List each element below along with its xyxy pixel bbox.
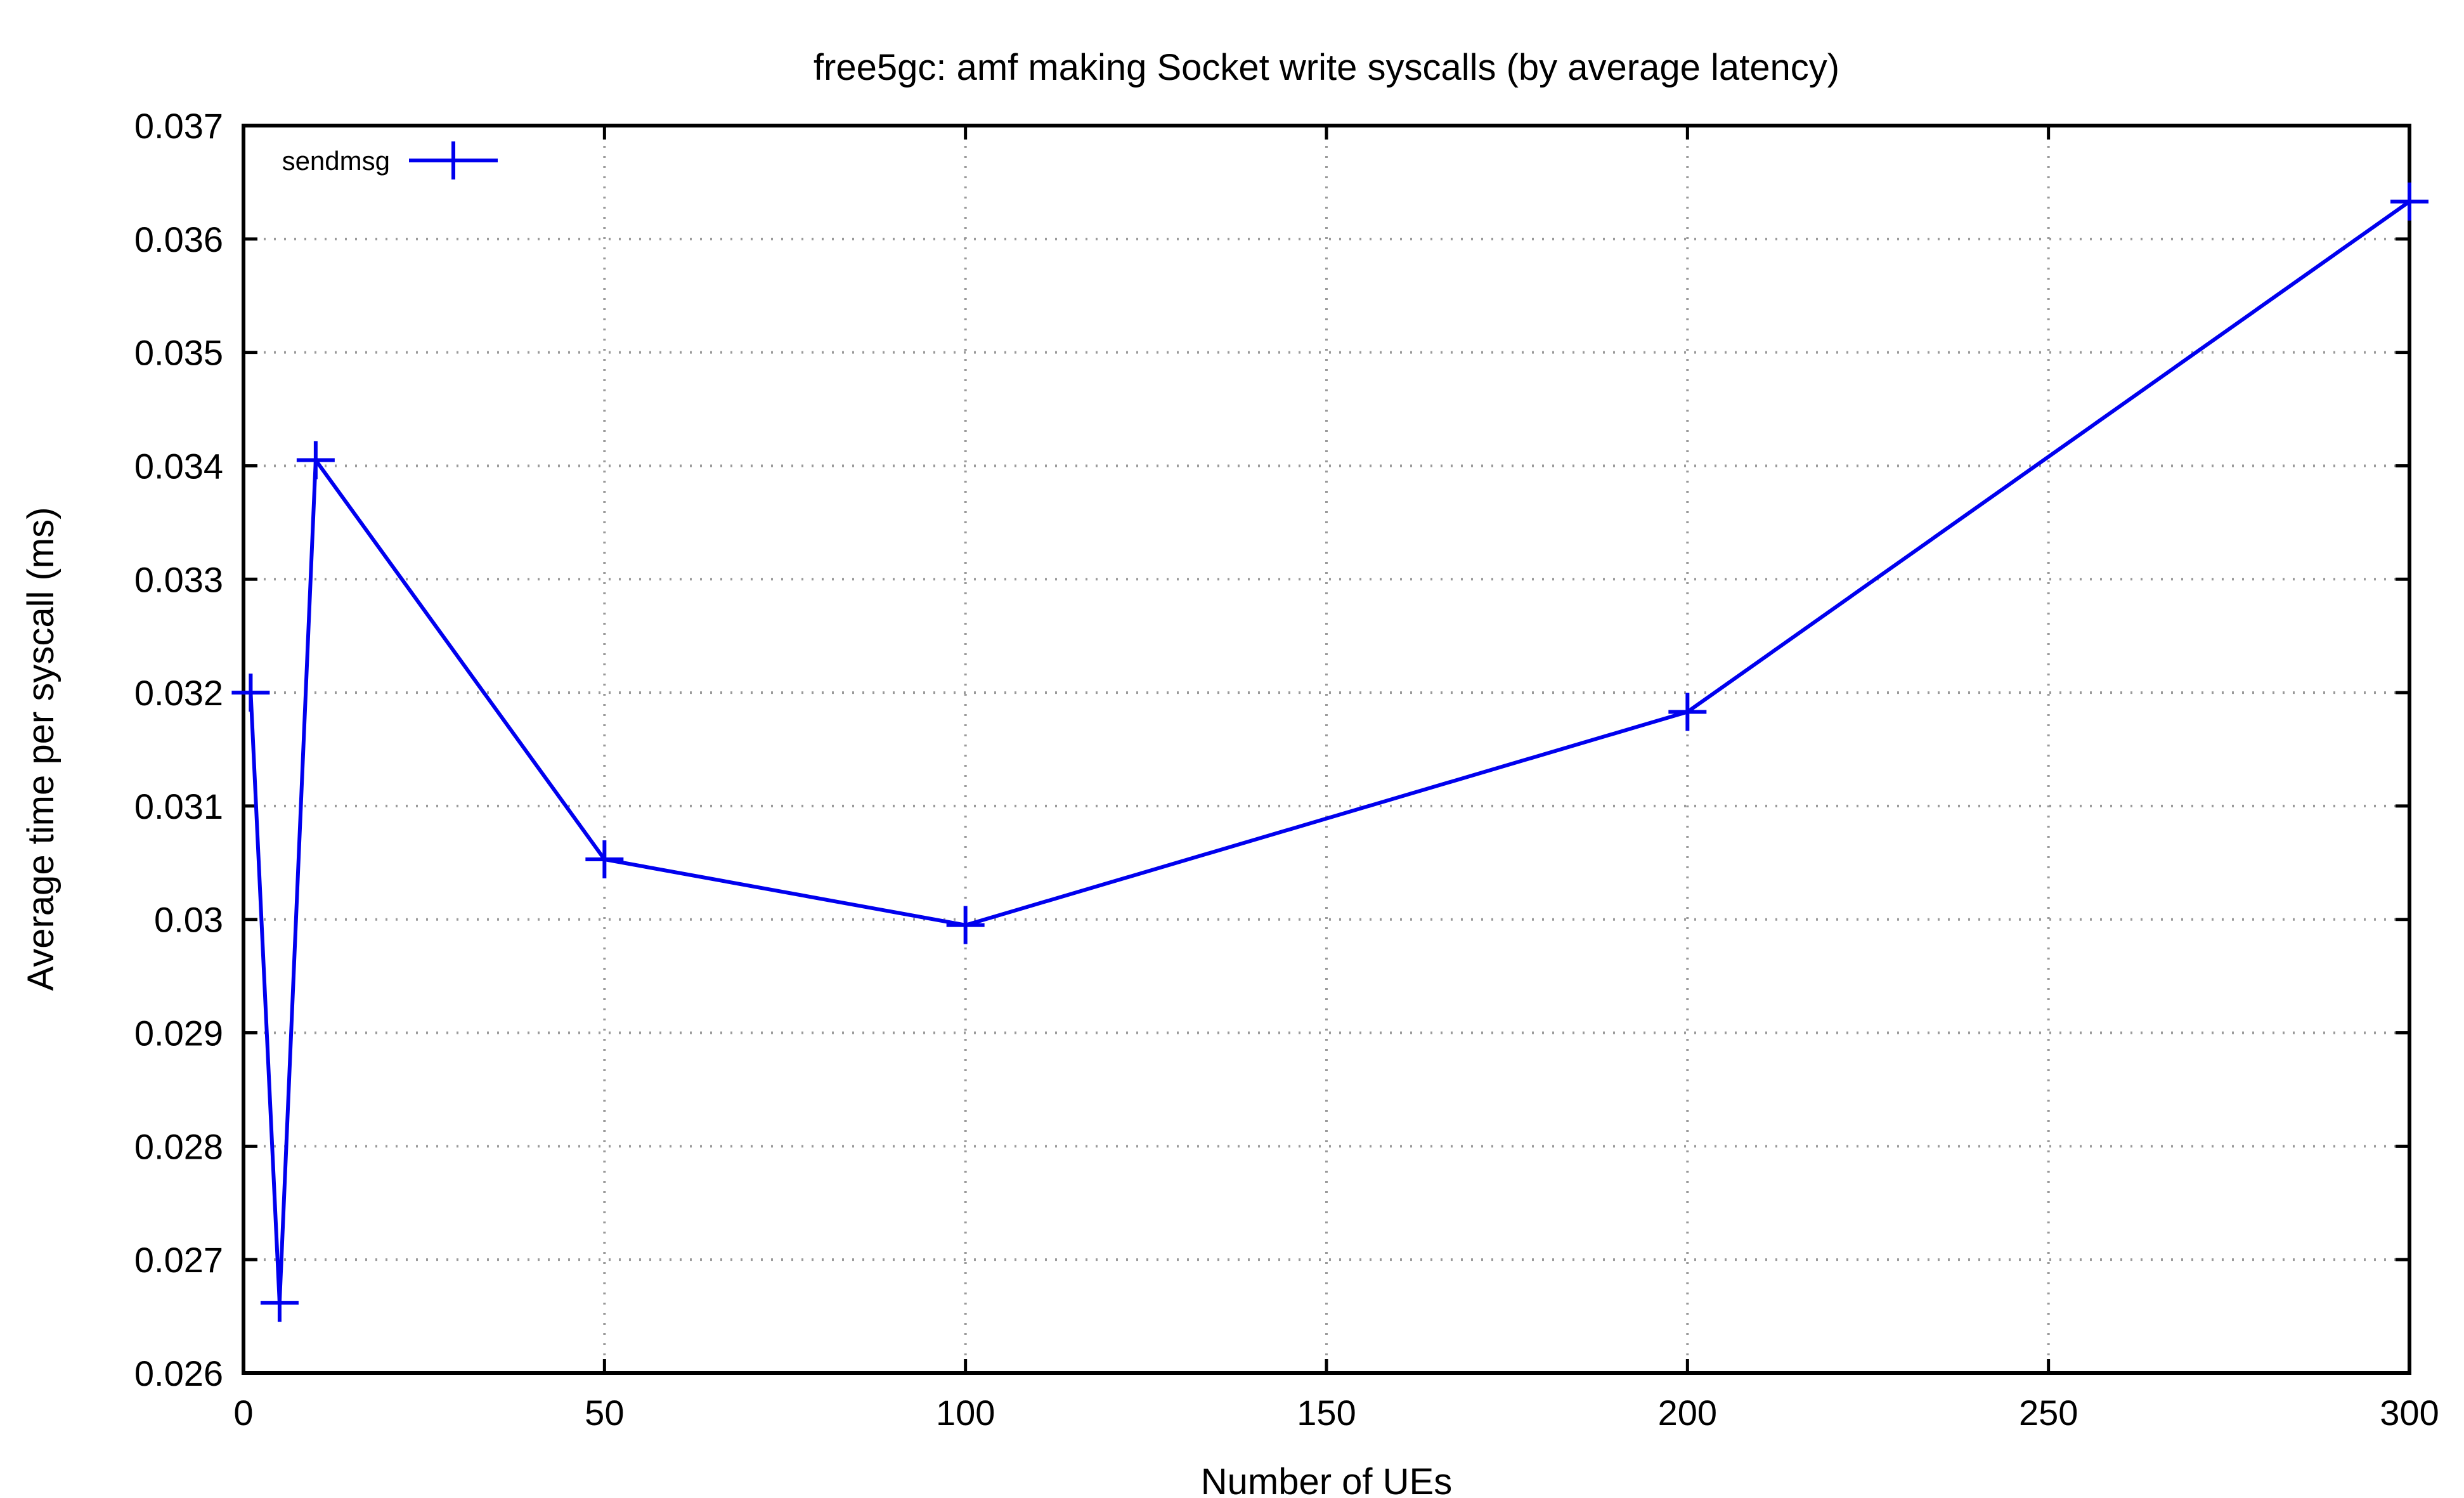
- x-tick-label: 0: [233, 1393, 253, 1433]
- data-point: [2390, 182, 2428, 221]
- y-tick-label: 0.029: [134, 1013, 223, 1053]
- series-layer: [231, 182, 2428, 1322]
- data-point: [231, 674, 270, 712]
- y-tick-label: 0.032: [134, 673, 223, 713]
- y-tick-label: 0.031: [134, 786, 223, 826]
- series-line-sendmsg: [249, 200, 2411, 1305]
- y-axis-label: Average time per syscall (ms): [20, 507, 62, 991]
- y-tick-label: 0.034: [134, 446, 223, 486]
- y-tick-label: 0.037: [134, 106, 223, 146]
- y-tick-label: 0.035: [134, 333, 223, 373]
- data-point: [585, 840, 624, 878]
- y-tick-label: 0.028: [134, 1126, 223, 1166]
- y-tick-label: 0.033: [134, 559, 223, 599]
- data-point: [1668, 693, 1707, 731]
- x-tick-label: 100: [936, 1393, 995, 1433]
- x-axis-label: Number of UEs: [1201, 1461, 1452, 1498]
- plot-frame: [242, 124, 2411, 1375]
- x-tick-label: 50: [585, 1393, 624, 1433]
- grid: [243, 126, 2409, 1373]
- y-tick-label: 0.03: [154, 900, 223, 940]
- y-tick-label: 0.026: [134, 1353, 223, 1393]
- chart-title: free5gc: amf making Socket write syscall…: [814, 47, 1839, 88]
- x-tick-label: 300: [2380, 1393, 2439, 1433]
- x-tick-label: 250: [2019, 1393, 2078, 1433]
- x-tick-label: 150: [1297, 1393, 1356, 1433]
- y-tick-label: 0.027: [134, 1240, 223, 1280]
- y-tick-label: 0.036: [134, 219, 223, 259]
- legend-label-sendmsg: sendmsg: [282, 146, 390, 176]
- x-tick-label: 200: [1658, 1393, 1717, 1433]
- data-point: [946, 906, 985, 944]
- axis-ticks: [242, 124, 2411, 1375]
- legend: sendmsg: [282, 141, 498, 179]
- data-point: [260, 1284, 299, 1322]
- tick-labels: 0 50 100 150 200 250 300 0.026 0.027 0.028 0.029 0.…: [134, 106, 2439, 1433]
- data-point: [296, 441, 335, 479]
